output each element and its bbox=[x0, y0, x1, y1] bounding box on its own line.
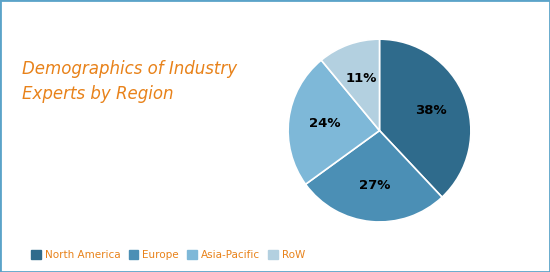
Text: 27%: 27% bbox=[359, 179, 390, 192]
Wedge shape bbox=[379, 39, 471, 197]
Wedge shape bbox=[288, 60, 379, 184]
Text: 38%: 38% bbox=[415, 104, 446, 117]
Text: 11%: 11% bbox=[345, 72, 377, 85]
Legend: North America, Europe, Asia-Pacific, RoW: North America, Europe, Asia-Pacific, RoW bbox=[27, 246, 309, 264]
Wedge shape bbox=[321, 39, 380, 131]
Text: 24%: 24% bbox=[309, 117, 341, 130]
Text: Demographics of Industry
Experts by Region: Demographics of Industry Experts by Regi… bbox=[22, 60, 237, 103]
Wedge shape bbox=[306, 131, 442, 222]
